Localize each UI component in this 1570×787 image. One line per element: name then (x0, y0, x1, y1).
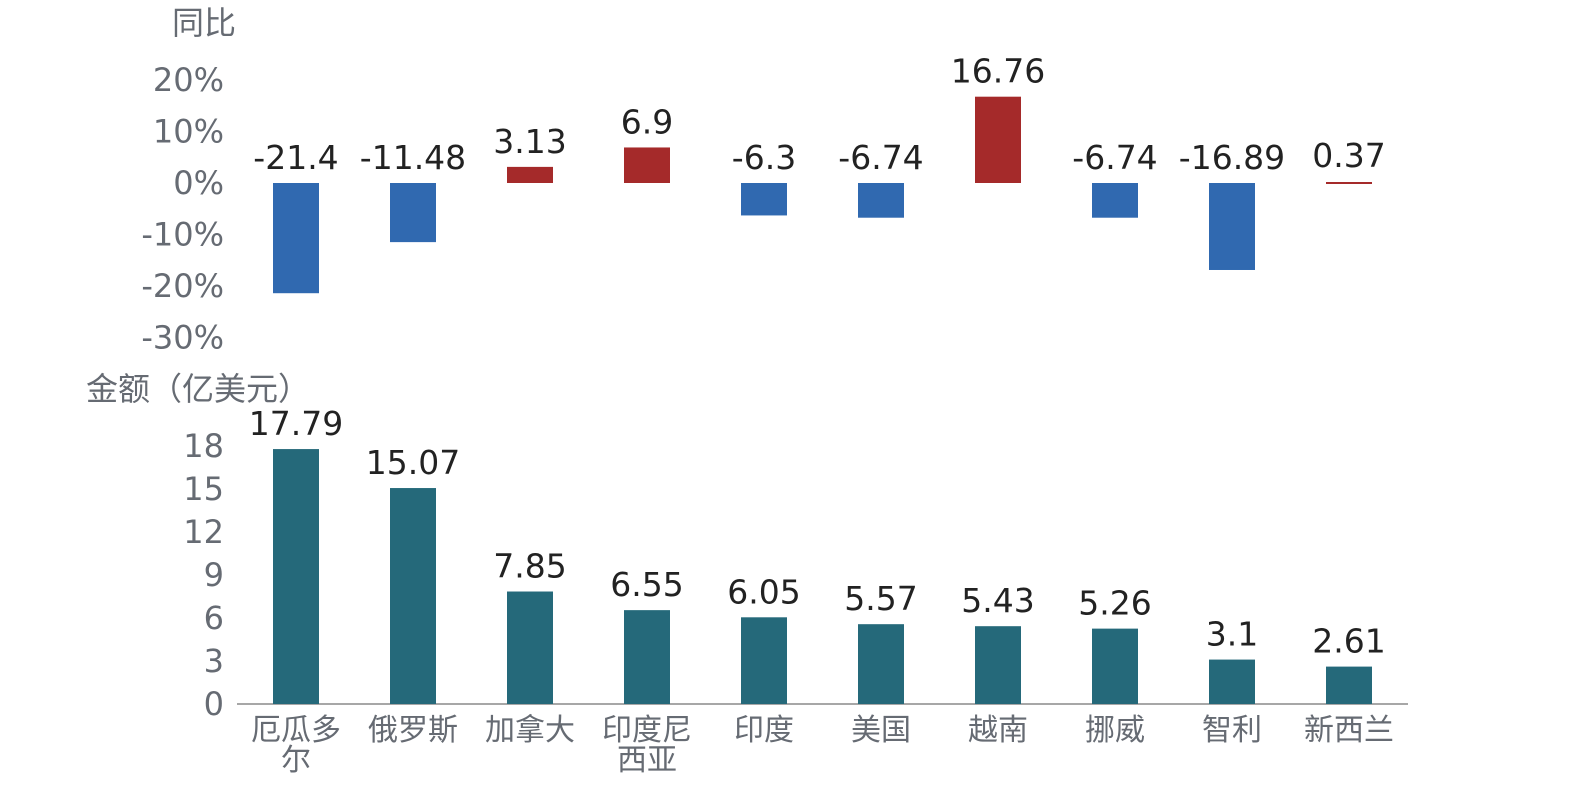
yoy-data-label: -21.4 (253, 138, 338, 177)
x-category-label: 俄罗斯 (368, 713, 458, 748)
x-category-label: 美国 (851, 713, 911, 748)
yoy-data-label: 6.9 (621, 102, 673, 141)
bottom-y-tick-label: 6 (204, 599, 224, 637)
amount-bar (858, 624, 904, 704)
amount-data-label: 6.05 (727, 572, 800, 611)
bottom-y-tick-label: 15 (183, 470, 224, 508)
bottom-y-tick-label: 9 (204, 556, 224, 594)
yoy-bar (1326, 182, 1372, 184)
yoy-bar (858, 183, 904, 218)
top-y-tick-label: -10% (141, 216, 224, 254)
x-category-label: 尔 (281, 743, 311, 778)
yoy-bar (975, 96, 1021, 183)
amount-bar (390, 488, 436, 704)
bottom-axis-title: 金额（亿美元） (86, 370, 310, 408)
amount-data-label: 2.61 (1312, 622, 1385, 661)
amount-data-label: 5.26 (1078, 584, 1151, 623)
x-category-label: 西亚 (617, 743, 677, 778)
amount-bar (624, 610, 670, 704)
x-category-label: 加拿大 (485, 713, 575, 748)
amount-bar (507, 591, 553, 704)
amount-bar (741, 617, 787, 704)
amount-data-label: 7.85 (493, 547, 566, 586)
yoy-bar (273, 183, 319, 294)
yoy-bar (1209, 183, 1255, 270)
top-y-tick-label: -30% (141, 319, 224, 357)
amount-data-label: 6.55 (610, 565, 683, 604)
yoy-data-label: 0.37 (1312, 136, 1385, 175)
yoy-data-label: -11.48 (360, 138, 466, 177)
top-y-tick-label: -20% (141, 267, 224, 305)
yoy-bar (390, 183, 436, 243)
amount-bar (1092, 628, 1138, 704)
yoy-panel: 20% 10% 0% -10% -20% -30% -21.4 -11.48 3.13 6.9 -6… (141, 52, 1385, 357)
amount-bar (1326, 666, 1372, 704)
yoy-data-label: 3.13 (493, 122, 566, 161)
top-y-tick-label: 0% (173, 164, 224, 202)
yoy-bar (507, 166, 553, 183)
yoy-data-label: -6.74 (838, 138, 923, 177)
amount-bar (273, 449, 319, 704)
bottom-y-tick-label: 3 (204, 642, 224, 680)
amount-bar (975, 626, 1021, 704)
yoy-bar (624, 147, 670, 183)
top-axis-title: 同比 (172, 4, 236, 42)
amount-data-label: 17.79 (249, 404, 343, 443)
amount-data-label: 5.43 (961, 581, 1034, 620)
bottom-y-tick-label: 12 (183, 513, 224, 551)
amount-data-label: 5.57 (844, 579, 917, 618)
amount-bar (1209, 659, 1255, 704)
x-category-label: 厄瓜多 (251, 713, 341, 748)
top-y-tick-label: 20% (153, 61, 224, 99)
amount-data-label: 3.1 (1206, 615, 1258, 654)
bottom-y-tick-label: 18 (183, 427, 224, 465)
x-category-label: 印度 (734, 713, 794, 748)
bottom-y-tick-label: 0 (204, 685, 224, 723)
x-category-label: 印度尼 (602, 713, 692, 748)
yoy-bar (1092, 183, 1138, 218)
yoy-data-label: -16.89 (1179, 138, 1285, 177)
amount-data-label: 15.07 (366, 443, 460, 482)
x-category-label: 智利 (1202, 713, 1262, 748)
yoy-data-label: -6.3 (732, 138, 796, 177)
yoy-bar (741, 183, 787, 216)
x-category-label: 挪威 (1085, 713, 1145, 748)
yoy-data-label: 16.76 (951, 52, 1045, 91)
x-category-label: 越南 (968, 713, 1028, 748)
x-category-label: 新西兰 (1304, 713, 1394, 748)
top-y-tick-label: 10% (153, 113, 224, 151)
yoy-data-label: -6.74 (1072, 138, 1157, 177)
